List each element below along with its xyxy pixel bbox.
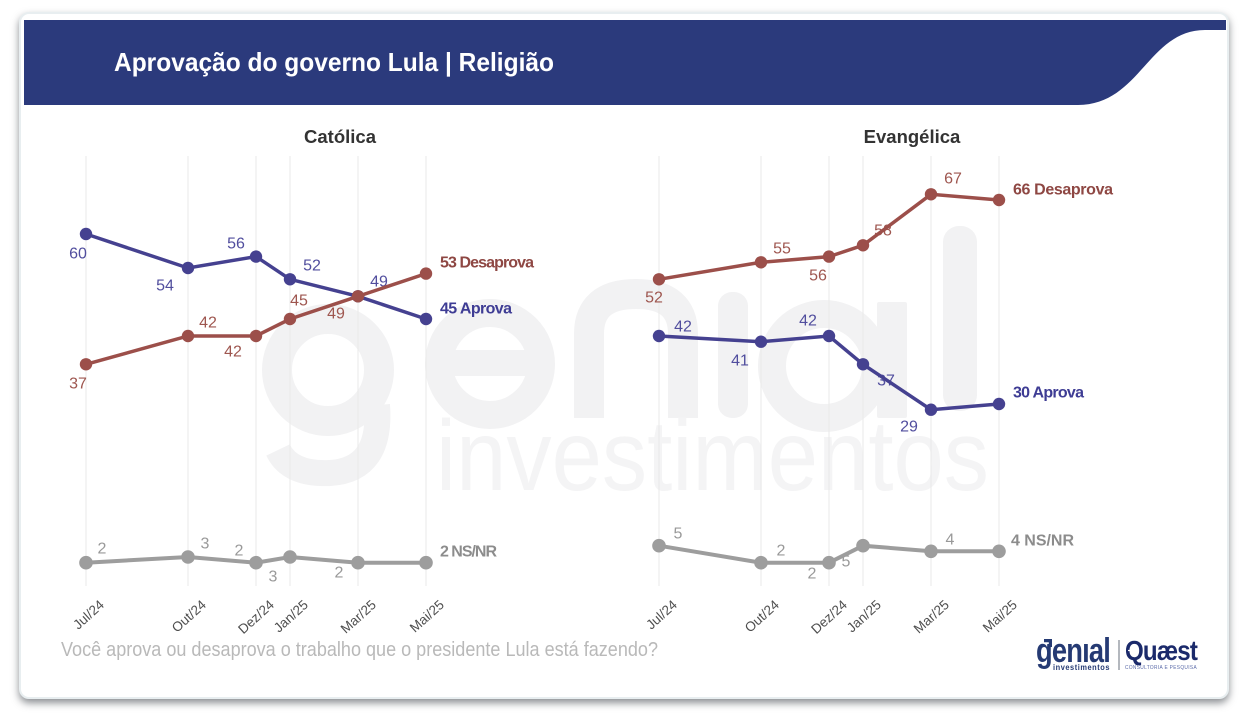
- svg-text:Out/24: Out/24: [742, 597, 783, 636]
- svg-text:Evangélica: Evangélica: [864, 126, 961, 147]
- svg-text:52: 52: [303, 258, 321, 275]
- svg-text:56: 56: [227, 236, 245, 253]
- svg-text:Dez/24: Dez/24: [235, 597, 277, 637]
- svg-text:Jul/24: Jul/24: [643, 597, 680, 633]
- svg-text:3: 3: [201, 536, 210, 553]
- svg-text:Você aprova ou desaprova o tra: Você aprova ou desaprova o trabalho que …: [61, 638, 658, 661]
- svg-text:2 NS/NR: 2 NS/NR: [440, 544, 497, 561]
- svg-text:4: 4: [946, 532, 955, 549]
- svg-text:29: 29: [900, 419, 918, 436]
- svg-text:45 Aprova: 45 Aprova: [440, 301, 512, 318]
- svg-text:2: 2: [98, 541, 107, 558]
- svg-text:Aprovação do governo Lula | Re: Aprovação do governo Lula | Religião: [114, 47, 554, 77]
- svg-text:30 Aprova: 30 Aprova: [1013, 385, 1084, 402]
- svg-text:Católica: Católica: [304, 126, 377, 147]
- svg-text:Mar/25: Mar/25: [338, 597, 379, 636]
- svg-text:investimentos: investimentos: [1053, 663, 1110, 672]
- svg-text:2: 2: [777, 543, 786, 560]
- svg-text:2: 2: [808, 566, 817, 583]
- svg-text:Jul/24: Jul/24: [70, 597, 107, 633]
- svg-text:56: 56: [809, 268, 827, 285]
- svg-text:Jan/25: Jan/25: [271, 597, 311, 635]
- svg-text:Mar/25: Mar/25: [911, 597, 952, 636]
- svg-text:55: 55: [773, 241, 791, 258]
- svg-text:42: 42: [674, 319, 692, 336]
- svg-text:Mai/25: Mai/25: [407, 597, 447, 635]
- svg-text:3: 3: [269, 569, 278, 586]
- svg-text:2: 2: [235, 543, 244, 560]
- svg-text:49: 49: [327, 306, 345, 323]
- svg-text:42: 42: [799, 313, 817, 330]
- svg-text:54: 54: [156, 278, 174, 295]
- svg-text:53 Desaprova: 53 Desaprova: [440, 255, 534, 272]
- svg-text:52: 52: [645, 290, 663, 307]
- svg-text:67: 67: [944, 171, 962, 188]
- svg-text:CONSULTORIA E PESQUISA: CONSULTORIA E PESQUISA: [1125, 665, 1197, 671]
- svg-text:60: 60: [69, 246, 87, 263]
- svg-text:genıal: genıal: [1036, 632, 1110, 670]
- svg-text:41: 41: [731, 353, 749, 370]
- svg-text:Mai/25: Mai/25: [980, 597, 1020, 635]
- svg-text:Out/24: Out/24: [169, 597, 210, 636]
- svg-text:66 Desaprova: 66 Desaprova: [1013, 182, 1113, 199]
- svg-text:Dez/24: Dez/24: [808, 597, 850, 637]
- svg-text:4 NS/NR: 4 NS/NR: [1011, 533, 1074, 550]
- svg-text:45: 45: [290, 293, 308, 310]
- svg-text:5: 5: [674, 526, 683, 543]
- svg-text:investimentos: investimentos: [436, 400, 989, 512]
- svg-text:37: 37: [69, 376, 87, 393]
- svg-text:2: 2: [335, 565, 344, 582]
- svg-text:42: 42: [224, 344, 242, 361]
- svg-text:Jan/25: Jan/25: [844, 597, 884, 635]
- svg-text:42: 42: [199, 315, 217, 332]
- svg-text:5: 5: [842, 554, 851, 571]
